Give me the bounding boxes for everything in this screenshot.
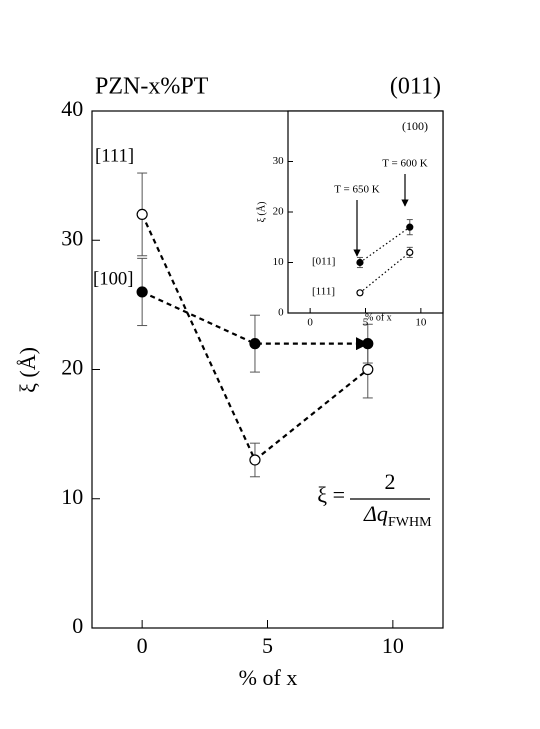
x-tick-label: 0: [137, 633, 148, 658]
x-tick-label: 5: [262, 633, 273, 658]
y-tick-label: 0: [72, 613, 83, 638]
series-label: [100]: [93, 268, 133, 289]
y-axis-label: ξ (Å): [15, 347, 40, 393]
data-point: [362, 338, 374, 350]
data-point: [136, 208, 148, 220]
series-label: [111]: [95, 145, 134, 166]
y-tick-label: 10: [61, 484, 83, 509]
data-point: [249, 338, 261, 350]
data-point: [356, 258, 364, 267]
formula-numerator: 2: [385, 469, 396, 494]
data-point: [406, 248, 414, 256]
data-point: [356, 289, 364, 297]
plot-frame: [287, 110, 444, 314]
formula-subscript: FWHM: [388, 515, 432, 530]
chart-title: PZN-x%PT: [95, 74, 209, 100]
series-line: [141, 290, 370, 351]
y-tick-label: 30: [273, 155, 285, 167]
y-tick-label: 30: [61, 225, 83, 250]
series-label: [011]: [312, 256, 335, 268]
x-tick-label: 5: [363, 316, 369, 328]
y-tick-label: 10: [273, 256, 285, 268]
inset-title: (100): [402, 119, 428, 133]
data-point: [406, 223, 414, 231]
data-point: [362, 363, 374, 376]
chart-subtitle: (011): [390, 74, 441, 100]
x-tick-label: 0: [307, 316, 313, 328]
series-line: [359, 251, 411, 294]
y-tick-label: 40: [61, 96, 83, 121]
y-tick-label: 20: [273, 206, 285, 218]
data-point: [249, 454, 261, 466]
inset-x-label: % of x: [365, 312, 392, 323]
x-axis-label: % of x: [239, 665, 298, 690]
annotation: T = 600 K: [382, 158, 427, 170]
annotation: T = 650 K: [334, 184, 379, 196]
inset-y-label: ξ (Å): [255, 202, 267, 223]
x-tick-label: 10: [382, 633, 404, 658]
y-tick-label: 20: [61, 355, 83, 380]
x-tick-label: 10: [415, 316, 427, 328]
formula-lhs: ξ =: [317, 482, 345, 507]
data-point: [136, 286, 148, 298]
series-label: [111]: [312, 286, 335, 298]
y-tick-label: 0: [278, 307, 284, 319]
formula-denominator: Δq: [363, 501, 388, 526]
